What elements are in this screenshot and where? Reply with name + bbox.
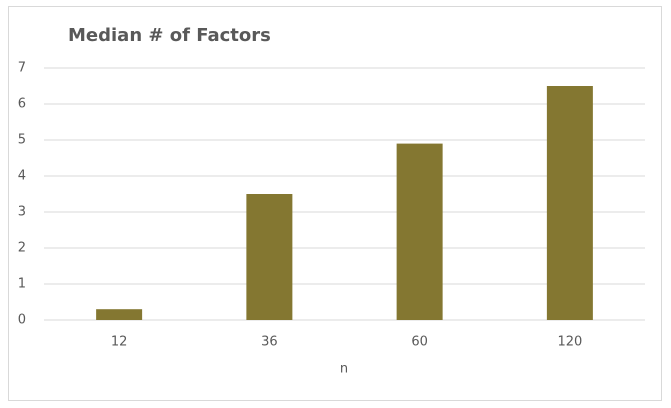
bar — [546, 86, 593, 320]
y-tick-label: 2 — [18, 241, 26, 256]
x-axis-label: n — [340, 362, 348, 377]
x-tick-label: 60 — [411, 335, 428, 350]
y-tick-label: 6 — [18, 97, 26, 112]
y-tick-label: 7 — [18, 61, 26, 76]
y-tick-label: 3 — [18, 205, 26, 220]
bar — [396, 143, 443, 320]
x-tick-label: 12 — [111, 335, 128, 350]
x-tick-label: 36 — [261, 335, 278, 350]
bar — [246, 194, 293, 320]
y-tick-label: 4 — [18, 169, 26, 184]
x-tick-label: 120 — [557, 335, 582, 350]
y-tick-label: 0 — [18, 313, 26, 328]
bar — [96, 309, 143, 320]
y-tick-label: 5 — [18, 133, 26, 148]
y-tick-label: 1 — [18, 277, 26, 292]
chart-title: Median # of Factors — [68, 25, 271, 46]
